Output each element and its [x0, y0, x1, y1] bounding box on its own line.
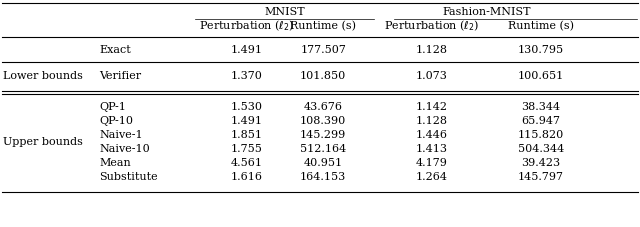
Text: Verifier: Verifier — [99, 71, 141, 81]
Text: Exact: Exact — [99, 45, 131, 55]
Text: 1.491: 1.491 — [230, 45, 262, 55]
Text: 40.951: 40.951 — [303, 158, 343, 168]
Text: 1.755: 1.755 — [230, 144, 262, 154]
Text: 1.264: 1.264 — [416, 172, 448, 182]
Text: 164.153: 164.153 — [300, 172, 346, 182]
Text: 115.820: 115.820 — [518, 130, 564, 140]
Text: 100.651: 100.651 — [518, 71, 564, 81]
Text: Lower bounds: Lower bounds — [3, 71, 83, 81]
Text: Perturbation ($\ell_2$): Perturbation ($\ell_2$) — [199, 19, 294, 33]
Text: Naive-10: Naive-10 — [99, 144, 150, 154]
Text: QP-10: QP-10 — [99, 116, 133, 126]
Text: Substitute: Substitute — [99, 172, 158, 182]
Text: 1.530: 1.530 — [230, 102, 262, 112]
Text: 145.299: 145.299 — [300, 130, 346, 140]
Text: 130.795: 130.795 — [518, 45, 564, 55]
Text: 101.850: 101.850 — [300, 71, 346, 81]
Text: 1.446: 1.446 — [416, 130, 448, 140]
Text: Runtime (s): Runtime (s) — [290, 21, 356, 31]
Text: 1.491: 1.491 — [230, 116, 262, 126]
Text: Fashion-MNIST: Fashion-MNIST — [442, 7, 531, 17]
Text: 512.164: 512.164 — [300, 144, 346, 154]
Text: 1.370: 1.370 — [230, 71, 262, 81]
Text: 504.344: 504.344 — [518, 144, 564, 154]
Text: 177.507: 177.507 — [300, 45, 346, 55]
Text: 38.344: 38.344 — [521, 102, 561, 112]
Text: QP-1: QP-1 — [99, 102, 126, 112]
Text: 1.128: 1.128 — [416, 45, 448, 55]
Text: Perturbation ($\ell_2$): Perturbation ($\ell_2$) — [385, 19, 479, 33]
Text: 65.947: 65.947 — [522, 116, 560, 126]
Text: 1.413: 1.413 — [416, 144, 448, 154]
Text: 43.676: 43.676 — [304, 102, 342, 112]
Text: 145.797: 145.797 — [518, 172, 564, 182]
Text: 1.142: 1.142 — [416, 102, 448, 112]
Text: 1.851: 1.851 — [230, 130, 262, 140]
Text: 1.128: 1.128 — [416, 116, 448, 126]
Text: 4.179: 4.179 — [416, 158, 448, 168]
Text: MNIST: MNIST — [264, 7, 305, 17]
Text: 4.561: 4.561 — [230, 158, 262, 168]
Text: Mean: Mean — [99, 158, 131, 168]
Text: 1.616: 1.616 — [230, 172, 262, 182]
Text: Runtime (s): Runtime (s) — [508, 21, 574, 31]
Text: Naive-1: Naive-1 — [99, 130, 143, 140]
Text: 1.073: 1.073 — [416, 71, 448, 81]
Text: 108.390: 108.390 — [300, 116, 346, 126]
Text: Upper bounds: Upper bounds — [3, 137, 83, 147]
Text: 39.423: 39.423 — [521, 158, 561, 168]
